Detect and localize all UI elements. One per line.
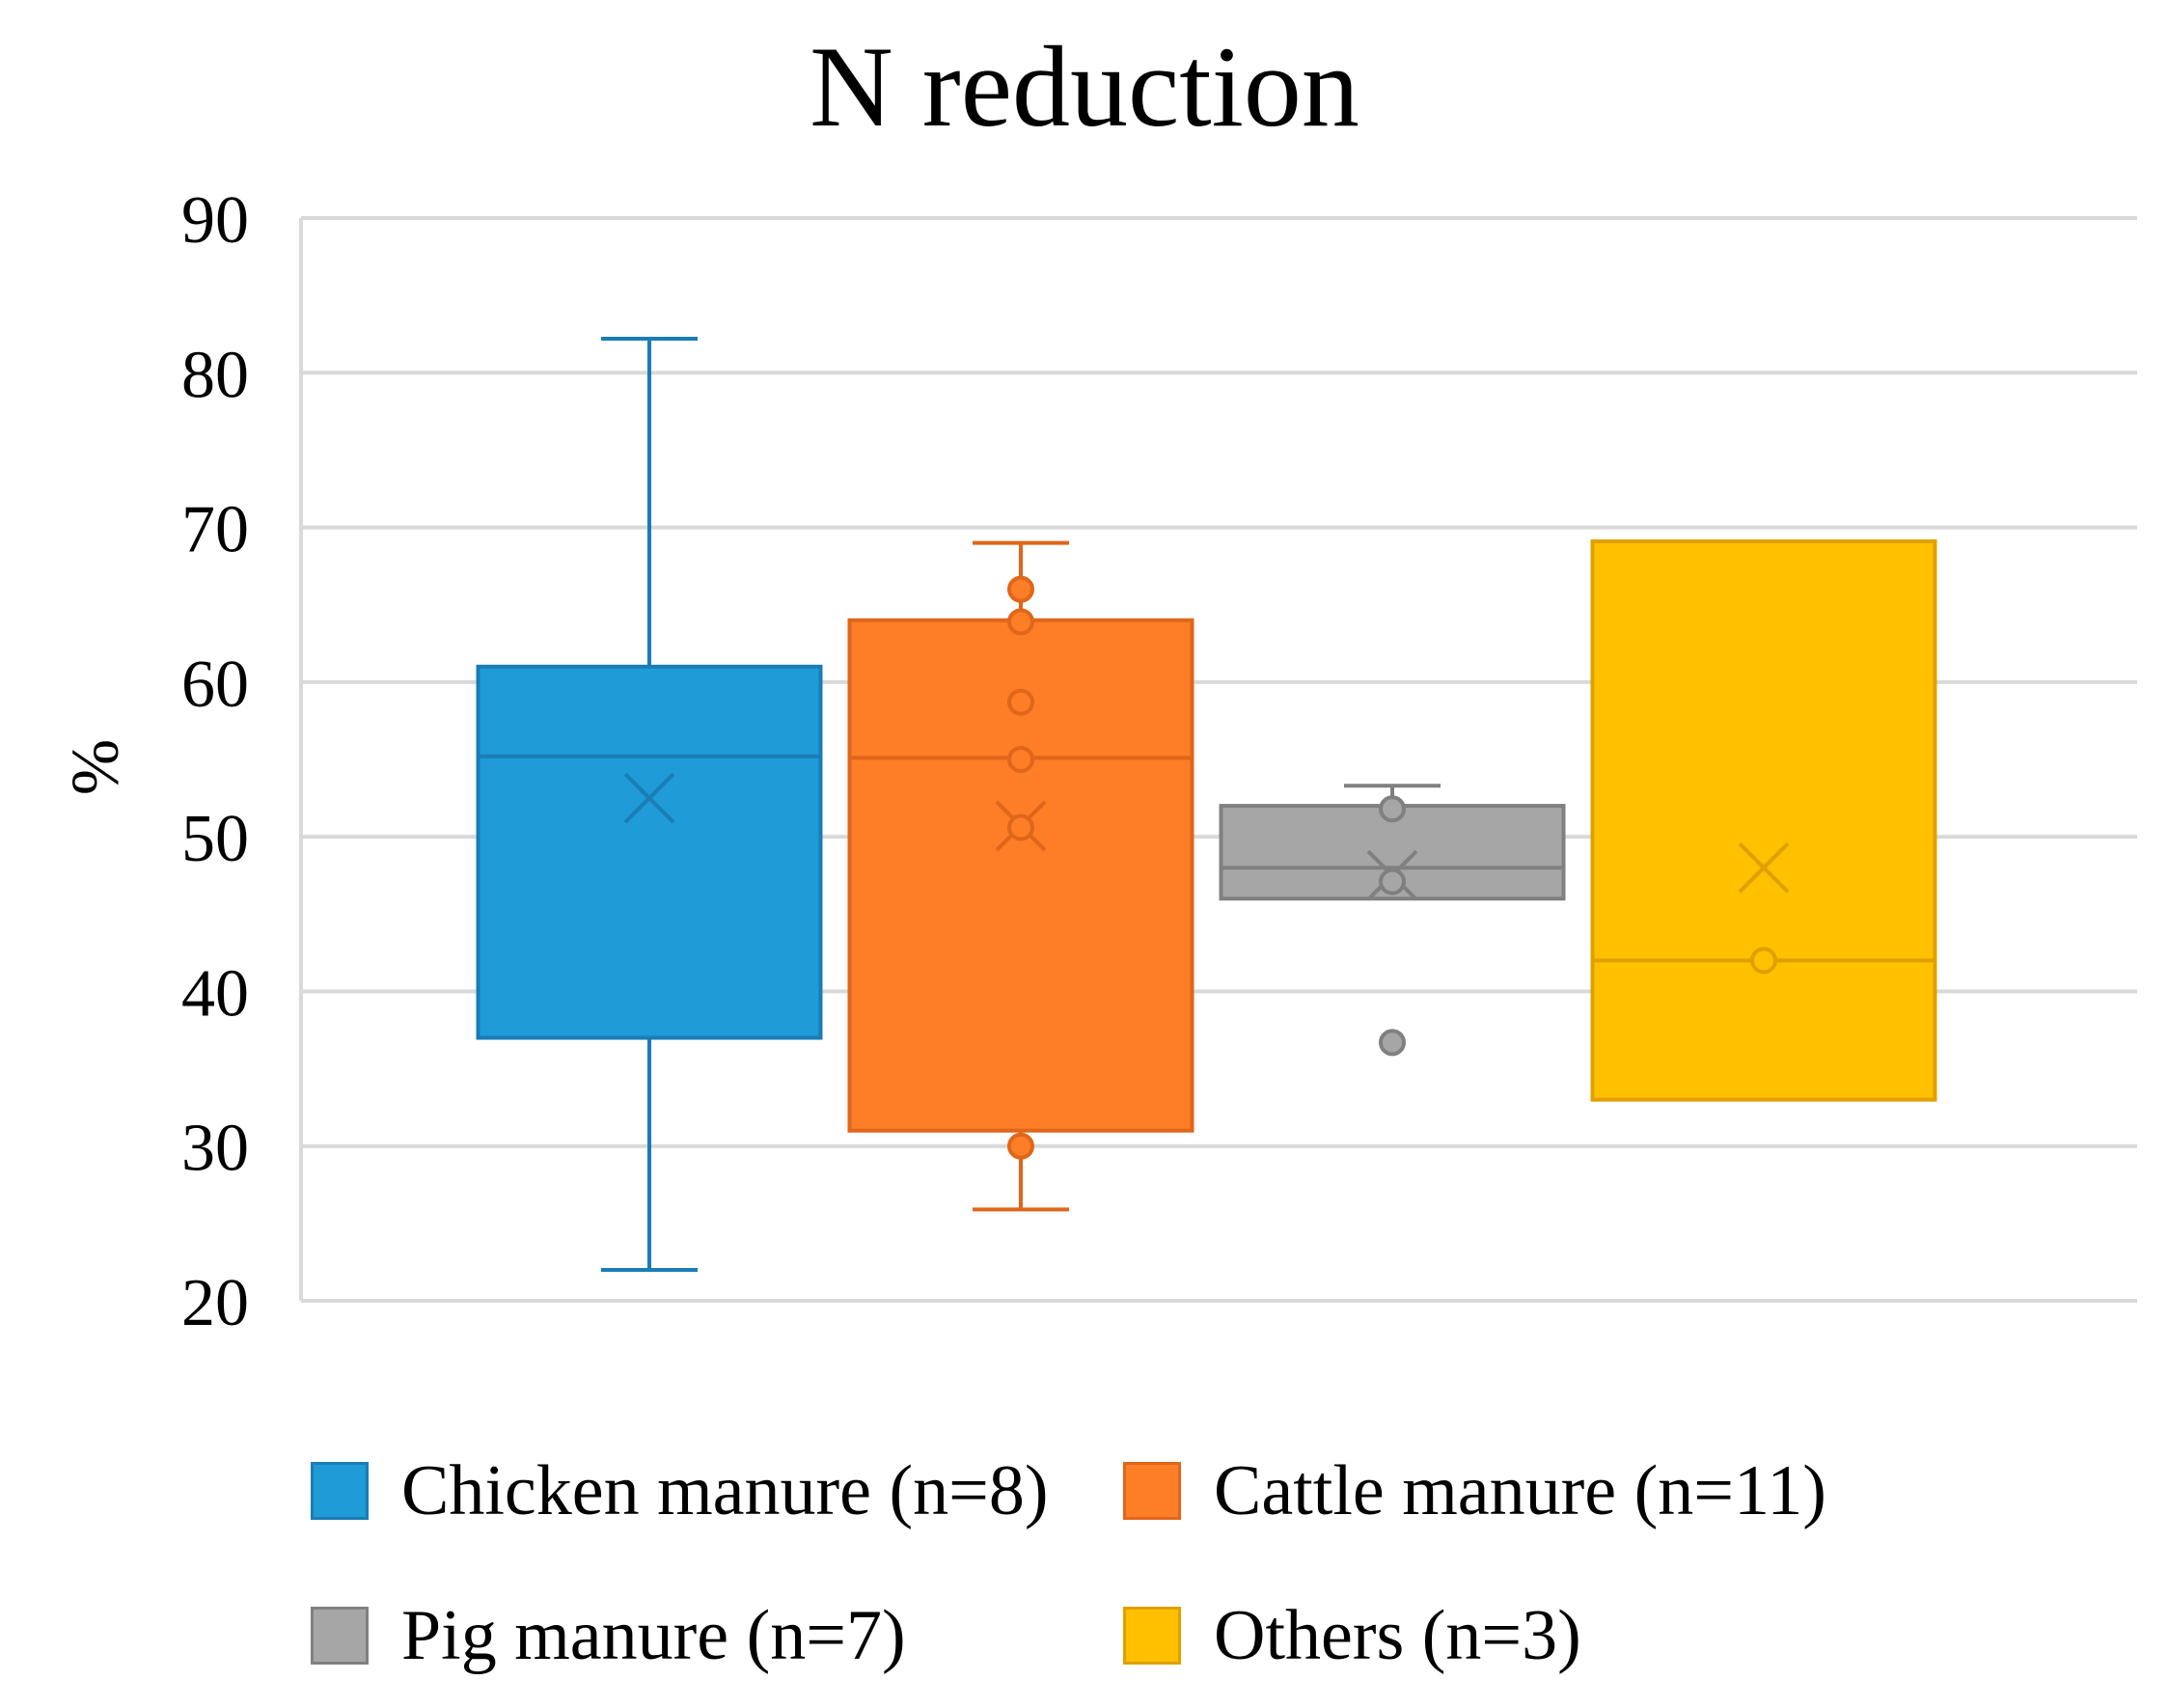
box-chicken: [476, 337, 823, 1272]
y-tick-50: 50: [181, 802, 249, 876]
box-cattle: [847, 540, 1194, 1212]
box-series: [476, 337, 1937, 1272]
legend-swatch-others: [1123, 1607, 1181, 1665]
data-point-cattle-1: [1007, 608, 1034, 636]
mean-marker-others: [1738, 841, 1790, 894]
box-iqr-chicken: [476, 664, 823, 1040]
legend-item-pig: Pig manure (n=7): [311, 1595, 1123, 1677]
data-point-cattle-0: [1007, 575, 1034, 603]
y-tick-80: 80: [181, 338, 249, 412]
legend-label-chicken: Chicken manure (n=8): [401, 1450, 1049, 1530]
legend-swatch-cattle: [1123, 1462, 1181, 1520]
data-point-pig-0: [1379, 795, 1406, 823]
box-pig: [1219, 784, 1566, 1057]
mean-marker-chicken: [623, 772, 675, 824]
legend-item-chicken: Chicken manure (n=8): [311, 1450, 1123, 1532]
box-iqr-others: [1590, 538, 1937, 1102]
y-tick-70: 70: [181, 493, 249, 567]
box-others: [1590, 538, 1937, 1102]
y-tick-60: 60: [181, 647, 249, 722]
legend-label-pig: Pig manure (n=7): [401, 1595, 906, 1675]
y-tick-30: 30: [181, 1112, 249, 1186]
y-axis-label: %: [58, 739, 132, 795]
y-tick-40: 40: [181, 956, 249, 1031]
data-point-cattle-3: [1007, 746, 1034, 773]
y-tick-90: 90: [181, 183, 249, 258]
outlier-pig-0: [1379, 1029, 1406, 1057]
legend-label-cattle: Cattle manure (n=11): [1214, 1450, 1826, 1530]
data-point-pig-1: [1379, 868, 1406, 895]
data-point-others-0: [1750, 947, 1777, 975]
legend-label-others: Others (n=3): [1214, 1595, 1581, 1675]
legend-swatch-pig: [311, 1607, 369, 1665]
legend: Chicken manure (n=8) Cattle manure (n=11…: [311, 1419, 1951, 1708]
y-tick-labels: 20 30 40 50 60 70 80 90: [181, 183, 249, 1340]
data-point-cattle-2: [1007, 688, 1034, 716]
data-point-cattle-5: [1007, 1132, 1034, 1160]
plot-area: 20 30 40 50 60 70 80 90 %: [58, 183, 2137, 1340]
chart-title: N reduction: [810, 22, 1359, 151]
legend-swatch-chicken: [311, 1462, 369, 1520]
y-tick-20: 20: [181, 1266, 249, 1340]
data-point-cattle-4: [1007, 813, 1034, 841]
legend-item-others: Others (n=3): [1123, 1595, 1581, 1677]
legend-item-cattle: Cattle manure (n=11): [1123, 1450, 1826, 1532]
